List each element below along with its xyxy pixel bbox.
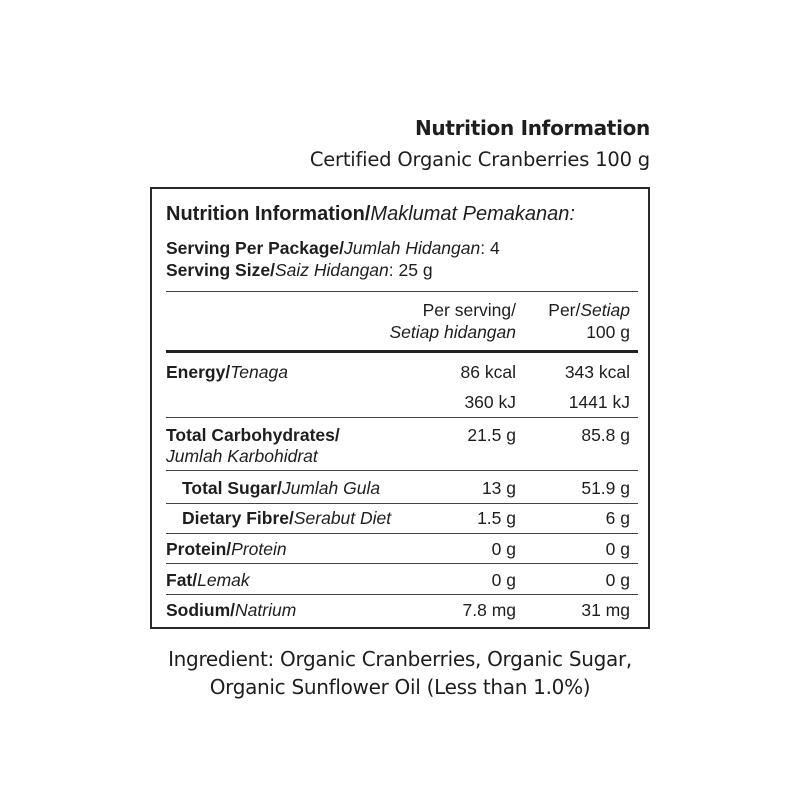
col2-header-line2: 100 g — [586, 322, 630, 342]
panel-heading-en: Nutrition Information/ — [166, 203, 371, 225]
label-en: Dietary Fibre/ — [182, 508, 294, 528]
label-ms: Jumlah Gula — [281, 478, 381, 498]
row-energy-label: Energy/Tenaga — [166, 362, 288, 382]
nutrition-panel: Nutrition Information/Maklumat Pemakanan… — [150, 187, 650, 629]
col1-header-line2: Setiap hidangan — [389, 322, 517, 342]
fat-100g: 0 g — [605, 570, 630, 590]
label-ms: Protein — [231, 539, 287, 559]
divider — [166, 594, 638, 595]
servings-label-en: Serving Per Package/ — [166, 238, 345, 258]
row-carbs-label-ms: Jumlah Karbohidrat — [166, 446, 318, 466]
row-carbs-label-en: Total Carbohydrates/ — [166, 425, 340, 445]
fat-serving: 0 g — [491, 570, 516, 590]
col2-header-ms: Setiap — [580, 300, 630, 320]
fibre-serving: 1.5 g — [477, 508, 516, 528]
label-ms: Natrium — [235, 600, 297, 620]
row-fibre-label: Dietary Fibre/Serabut Diet — [182, 508, 391, 528]
carbs-100g: 85.8 g — [581, 425, 630, 445]
energy-kj-100g: 1441 kJ — [568, 392, 630, 412]
servings-label-ms: Jumlah Hidangan — [344, 238, 481, 258]
servings-value: : 4 — [480, 238, 500, 258]
servings-per-package: Serving Per Package/Jumlah Hidangan: 4 — [166, 238, 500, 258]
size-label-ms: Saiz Hidangan — [274, 260, 389, 280]
divider — [166, 291, 638, 292]
product-subtitle: Certified Organic Cranberries 100 g — [309, 148, 650, 171]
energy-kj-serving: 360 kJ — [464, 392, 516, 412]
ingredients-line-2: Organic Sunflower Oil (Less than 1.0%) — [209, 675, 591, 699]
ingredients-line-1: Ingredient: Organic Cranberries, Organic… — [168, 647, 632, 671]
divider — [166, 470, 638, 471]
size-label-en: Serving Size/ — [166, 260, 275, 280]
label-en: Sodium/ — [166, 600, 236, 620]
col2-header-en: Per/ — [548, 300, 581, 320]
label-en: Total Sugar/ — [182, 478, 282, 498]
serving-size: Serving Size/Saiz Hidangan: 25 g — [166, 260, 433, 280]
panel-heading: Nutrition Information/Maklumat Pemakanan… — [166, 204, 575, 224]
panel-heading-ms: Maklumat Pemakanan: — [370, 203, 575, 225]
label-ms: Serabut Diet — [293, 508, 392, 528]
sugar-serving: 13 g — [481, 478, 516, 498]
page-title: Nutrition Information — [414, 116, 650, 140]
row-fat-label: Fat/Lemak — [166, 570, 250, 590]
label-en: Energy/ — [166, 362, 231, 382]
divider — [166, 563, 638, 564]
label-en: Fat/ — [166, 570, 198, 590]
label-ms: Lemak — [197, 570, 250, 590]
energy-kcal-100g: 343 kcal — [564, 362, 630, 382]
divider — [166, 533, 638, 534]
size-value: : 25 g — [388, 260, 433, 280]
label-ms: Tenaga — [230, 362, 288, 382]
col2-header-line1: Per/Setiap — [548, 300, 630, 320]
divider — [166, 503, 638, 504]
sodium-100g: 31 mg — [581, 600, 630, 620]
sodium-serving: 7.8 mg — [462, 600, 517, 620]
col1-header-line1: Per serving/ — [422, 300, 516, 320]
thick-divider — [166, 350, 638, 353]
row-sodium-label: Sodium/Natrium — [166, 600, 296, 620]
protein-100g: 0 g — [605, 539, 630, 559]
energy-kcal-serving: 86 kcal — [460, 362, 516, 382]
carbs-serving: 21.5 g — [467, 425, 516, 445]
sugar-100g: 51.9 g — [581, 478, 630, 498]
fibre-100g: 6 g — [605, 508, 630, 528]
label-en: Protein/ — [166, 539, 232, 559]
divider — [166, 417, 638, 418]
row-sugar-label: Total Sugar/Jumlah Gula — [182, 478, 380, 498]
row-protein-label: Protein/Protein — [166, 539, 287, 559]
protein-serving: 0 g — [491, 539, 516, 559]
